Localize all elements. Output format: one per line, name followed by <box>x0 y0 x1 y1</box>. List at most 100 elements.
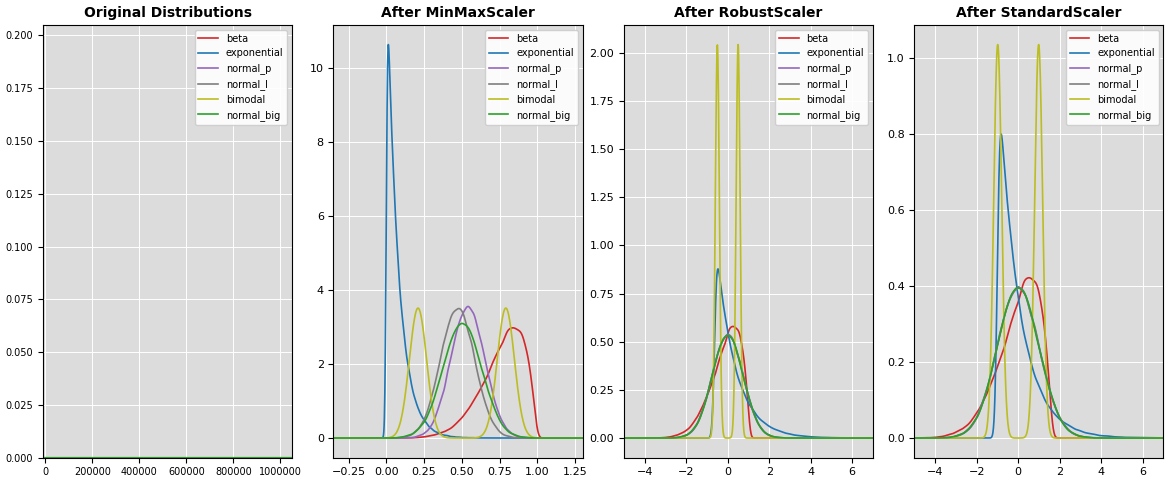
Legend: beta, exponential, normal_p, normal_l, bimodal, normal_big: beta, exponential, normal_p, normal_l, b… <box>1066 30 1158 125</box>
exponential <box>718 312 732 317</box>
Line: exponential: exponential <box>624 269 873 438</box>
normal_l <box>1012 285 1026 291</box>
normal_l <box>36 455 50 461</box>
normal_big <box>137 455 151 461</box>
exponential <box>525 435 539 441</box>
exponential <box>352 435 366 441</box>
normal_p <box>866 435 880 441</box>
normal_l <box>811 435 825 441</box>
beta <box>718 341 732 347</box>
exponential <box>816 435 830 440</box>
normal_p <box>788 435 802 441</box>
normal_p <box>617 435 631 441</box>
beta <box>36 455 50 461</box>
bimodal <box>146 455 160 461</box>
beta <box>811 435 825 441</box>
normal_l <box>866 435 880 441</box>
bimodal <box>285 455 299 461</box>
bimodal <box>498 307 512 313</box>
Legend: beta, exponential, normal_p, normal_l, bimodal, normal_big: beta, exponential, normal_p, normal_l, b… <box>485 30 577 125</box>
normal_big <box>1008 286 1022 292</box>
beta <box>575 435 589 441</box>
normal_p <box>1106 435 1120 441</box>
normal_p <box>146 455 160 461</box>
beta <box>788 435 802 441</box>
exponential <box>575 435 589 441</box>
normal_l <box>521 435 535 441</box>
bimodal <box>427 414 441 420</box>
normal_p <box>36 455 50 461</box>
normal_big <box>575 435 589 441</box>
exponential <box>1009 273 1023 279</box>
normal_l <box>62 455 76 461</box>
exponential <box>326 435 340 441</box>
Line: normal_big: normal_big <box>624 335 873 438</box>
normal_big <box>521 435 535 440</box>
Line: exponential: exponential <box>914 134 1163 438</box>
bimodal <box>326 435 340 441</box>
normal_big <box>1017 290 1031 296</box>
normal_big <box>1156 435 1169 441</box>
exponential <box>285 455 299 461</box>
normal_p <box>285 455 299 461</box>
normal_big <box>788 435 802 441</box>
beta <box>207 455 221 461</box>
exponential <box>207 455 221 461</box>
normal_p <box>1079 434 1093 440</box>
normal_p <box>816 435 830 441</box>
beta <box>1106 435 1120 441</box>
normal_big <box>68 455 82 461</box>
beta <box>727 324 741 329</box>
Legend: beta, exponential, normal_p, normal_l, bimodal, normal_big: beta, exponential, normal_p, normal_l, b… <box>194 30 288 125</box>
normal_big <box>1102 435 1116 441</box>
bimodal <box>1031 42 1045 47</box>
exponential <box>642 435 656 441</box>
normal_big <box>427 396 441 401</box>
normal_p <box>907 435 921 441</box>
normal_big <box>1011 284 1025 290</box>
Line: bimodal: bimodal <box>624 44 873 438</box>
normal_l <box>642 435 656 441</box>
normal_l <box>575 435 589 441</box>
normal_l <box>230 455 244 461</box>
beta <box>933 434 947 440</box>
normal_big <box>50 455 64 460</box>
exponential <box>1156 435 1169 441</box>
exponential <box>788 432 802 438</box>
normal_l <box>207 455 221 461</box>
normal_big <box>1079 434 1093 440</box>
bimodal <box>1079 435 1093 441</box>
beta <box>801 435 815 441</box>
exponential <box>62 455 76 461</box>
normal_p <box>230 455 244 461</box>
normal_big <box>1106 435 1120 441</box>
bimodal <box>235 455 249 461</box>
normal_big <box>208 455 222 461</box>
beta <box>436 429 450 435</box>
exponential <box>428 428 442 434</box>
normal_big <box>36 455 50 461</box>
exponential <box>727 358 741 364</box>
normal_p <box>525 435 539 441</box>
normal_l <box>933 435 947 441</box>
beta <box>1126 435 1140 441</box>
normal_l <box>1156 435 1169 441</box>
Line: beta: beta <box>333 328 582 438</box>
normal_p <box>137 455 151 461</box>
normal_l <box>816 435 830 441</box>
normal_l <box>722 332 736 338</box>
bimodal <box>617 435 631 441</box>
beta <box>1008 308 1022 313</box>
normal_p <box>1008 287 1022 293</box>
beta <box>285 455 299 461</box>
normal_p <box>207 455 221 461</box>
normal_big <box>907 435 921 441</box>
bimodal <box>727 401 741 407</box>
normal_l <box>851 435 865 441</box>
beta <box>352 435 366 441</box>
bimodal <box>1008 435 1022 441</box>
Line: exponential: exponential <box>333 44 582 438</box>
normal_p <box>1102 435 1116 441</box>
normal_big <box>617 435 631 441</box>
normal_p <box>843 435 857 441</box>
